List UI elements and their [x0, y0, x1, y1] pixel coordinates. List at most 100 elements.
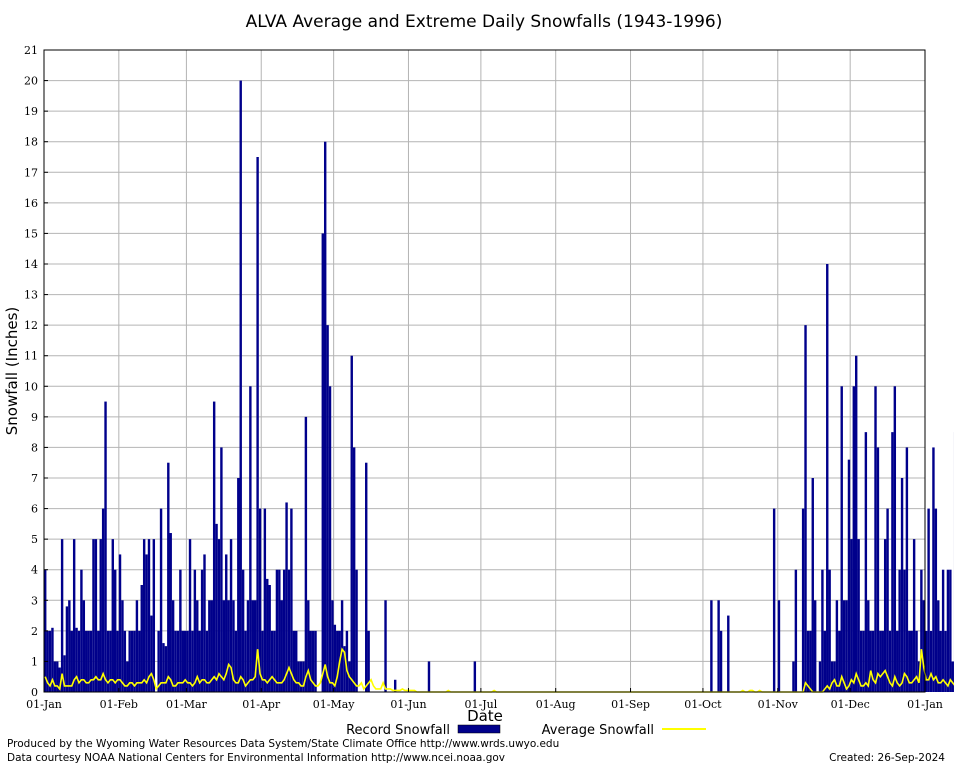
record-bar [898, 569, 901, 692]
record-bar [835, 600, 839, 692]
record-bar [56, 661, 59, 692]
footer-data-courtesy: Data courtesy NOAA National Centers for … [7, 752, 506, 764]
record-bar [253, 600, 257, 692]
record-bar [292, 630, 296, 692]
y-tick-label: 11 [24, 350, 38, 363]
record-bar [210, 600, 213, 692]
y-tick-label: 18 [24, 136, 38, 149]
record-bar [326, 325, 329, 692]
record-bar [171, 600, 175, 692]
record-bar [473, 661, 477, 692]
record-bar [87, 630, 90, 692]
record-bar [246, 600, 250, 692]
record-bar [355, 569, 358, 692]
x-axis-ticks: 01-Jan 01-Feb 01-Mar 01-Apr 01-May 01-Jun 01-J… [26, 688, 943, 711]
record-bar [82, 600, 86, 692]
y-tick-label: 2 [31, 625, 38, 638]
record-bar [198, 630, 201, 692]
record-bar [205, 630, 209, 692]
record-bar [331, 600, 334, 692]
record-bar [176, 630, 180, 692]
y-tick-label: 9 [31, 411, 38, 424]
y-tick-label: 12 [24, 319, 38, 332]
record-bar [140, 585, 143, 692]
record-bar [193, 569, 197, 692]
record-bar [48, 630, 52, 692]
record-bar [302, 661, 305, 692]
legend-record-swatch [457, 724, 501, 734]
record-bar [905, 447, 909, 692]
record-bar [311, 630, 315, 692]
record-bar [183, 630, 187, 692]
record-bar [138, 630, 141, 692]
record-bar [309, 630, 312, 692]
record-bar [941, 569, 945, 692]
record-bar [75, 627, 78, 692]
record-bar [99, 539, 102, 692]
record-bar [821, 569, 824, 692]
record-bar [145, 554, 148, 692]
record-bar [80, 569, 83, 692]
y-tick-label: 20 [24, 75, 38, 88]
record-bar [191, 630, 194, 692]
record-bar [879, 630, 882, 692]
x-tick-label: 01-Mar [166, 698, 208, 711]
record-bar [142, 539, 146, 692]
record-bar [903, 569, 906, 692]
record-bar [217, 539, 221, 692]
record-bar [859, 630, 863, 692]
x-tick-label: 01-Sep [611, 698, 650, 711]
x-tick-label: 01-Jan [26, 698, 62, 711]
record-bar [297, 661, 300, 692]
record-bar [299, 661, 303, 692]
record-bar [934, 508, 938, 692]
record-bar [287, 569, 291, 692]
record-bar [772, 508, 776, 692]
record-bar [186, 630, 189, 692]
record-bar [188, 539, 192, 692]
record-bar [307, 600, 310, 692]
record-bar [222, 600, 226, 692]
y-tick-label: 16 [24, 197, 38, 210]
record-bar [104, 401, 107, 692]
record-bar [225, 554, 228, 692]
record-bar [280, 600, 283, 692]
record-bar [826, 264, 829, 692]
record-bar [946, 569, 950, 692]
record-bar [818, 661, 822, 692]
record-bar [241, 569, 245, 692]
x-tick-label: 01-Jan [907, 698, 943, 711]
record-bar [116, 630, 119, 692]
record-bar [157, 630, 160, 692]
record-bar [710, 600, 713, 692]
record-bar [85, 630, 88, 692]
record-bar [840, 386, 843, 692]
record-bar [268, 585, 271, 692]
record-bar [352, 447, 356, 692]
record-bar [53, 661, 57, 692]
record-bar [123, 630, 127, 692]
record-bar [290, 508, 293, 692]
record-bar [336, 630, 339, 692]
record-bar [261, 630, 264, 692]
record-bar [908, 630, 911, 692]
record-bar [833, 661, 836, 692]
y-axis-label: Snowfall (Inches) [3, 307, 21, 435]
x-tick-label: 01-Dec [831, 698, 870, 711]
y-tick-label: 8 [31, 441, 38, 454]
record-bar [823, 630, 827, 692]
record-bar [118, 554, 122, 692]
record-bar [809, 630, 812, 692]
record-bar [70, 630, 73, 692]
record-bar [888, 630, 892, 692]
footer-produced-by: Produced by the Wyoming Water Resources … [7, 738, 560, 750]
record-bar [220, 447, 223, 692]
record-bar [97, 630, 100, 692]
record-bar [133, 630, 136, 692]
record-bar [340, 600, 344, 692]
y-tick-label: 7 [31, 472, 38, 485]
record-bar [912, 539, 916, 692]
x-tick-label: 01-Jun [390, 698, 426, 711]
record-bar [263, 508, 267, 692]
